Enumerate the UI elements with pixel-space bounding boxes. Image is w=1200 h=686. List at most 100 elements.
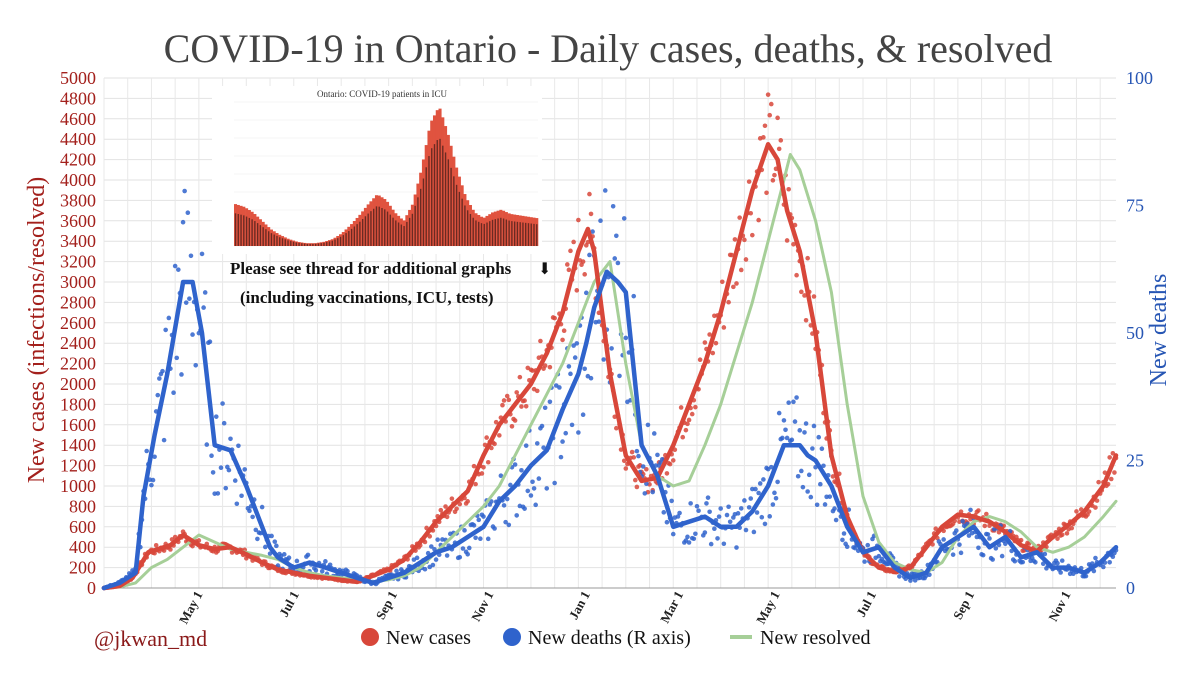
inset-bar-inner xyxy=(511,221,513,246)
scatter-point xyxy=(157,376,162,381)
inset-bar-inner xyxy=(519,222,521,246)
scatter-point xyxy=(568,371,573,377)
scatter-point xyxy=(633,477,638,483)
scatter-point xyxy=(912,578,918,583)
scatter-point xyxy=(726,299,731,305)
inset-bar-inner xyxy=(287,240,289,246)
scatter-point xyxy=(786,186,791,192)
scatter-point xyxy=(294,558,300,564)
inset-bar-inner xyxy=(386,211,389,246)
scatter-point xyxy=(757,481,763,486)
scatter-point xyxy=(327,562,333,568)
x-tick-label: Mar 1 xyxy=(657,588,686,625)
left-tick-label: 4000 xyxy=(60,170,96,190)
scatter-point xyxy=(802,293,807,298)
scatter-point xyxy=(215,491,221,496)
scatter-point xyxy=(202,290,208,295)
left-tick-label: 3400 xyxy=(60,231,96,251)
scatter-point xyxy=(734,281,739,286)
scatter-point xyxy=(561,328,567,334)
scatter-point xyxy=(566,267,572,273)
scatter-point xyxy=(686,540,692,545)
scatter-point xyxy=(588,375,594,381)
scatter-point xyxy=(557,385,562,390)
x-tick-label: Nov 1 xyxy=(468,588,496,623)
scatter-point xyxy=(704,501,709,506)
scatter-point xyxy=(691,536,697,542)
scatter-point xyxy=(250,514,255,520)
inset-bar-inner xyxy=(489,221,491,246)
inset-bar-inner xyxy=(270,233,273,246)
scatter-point xyxy=(743,257,749,262)
inset-bar-inner xyxy=(403,226,405,246)
scatter-point xyxy=(427,534,433,539)
series-line-resolved xyxy=(102,153,1118,590)
scatter-point xyxy=(634,448,640,454)
inset-bar-inner xyxy=(306,243,309,246)
x-tick-label: Sep 1 xyxy=(950,588,977,622)
scatter-point xyxy=(693,404,698,410)
scatter-point xyxy=(435,537,440,542)
scatter-point xyxy=(830,474,836,479)
scatter-point xyxy=(680,434,686,440)
inset-bar-inner xyxy=(389,214,391,246)
scatter-point xyxy=(614,233,619,239)
scatter-point xyxy=(789,437,795,443)
scatter-point xyxy=(783,427,788,433)
scatter-point xyxy=(498,473,504,479)
scatter-point xyxy=(522,398,527,403)
scatter-point xyxy=(957,542,962,547)
scatter-point xyxy=(471,523,477,528)
x-tick-label: Sep 1 xyxy=(373,588,400,622)
scatter-point xyxy=(748,496,754,501)
scatter-point xyxy=(259,504,265,510)
scatter-point xyxy=(776,146,782,152)
scatter-point xyxy=(791,241,796,247)
scatter-point xyxy=(547,399,553,405)
scatter-point xyxy=(865,542,871,548)
scatter-point xyxy=(533,502,538,508)
scatter-point xyxy=(514,390,520,395)
scatter-point xyxy=(862,559,867,564)
scatter-point xyxy=(1096,479,1101,485)
scatter-point xyxy=(228,436,233,442)
inset-bar-inner xyxy=(370,211,372,246)
scatter-point xyxy=(727,519,733,525)
scatter-point xyxy=(489,499,494,504)
scatter-point xyxy=(539,423,545,429)
right-axis-label: New deaths xyxy=(1146,274,1172,387)
scatter-point xyxy=(492,526,497,531)
scatter-point xyxy=(761,477,766,482)
inset-bar-inner xyxy=(414,205,416,246)
scatter-point xyxy=(1003,541,1008,547)
series-line-deaths xyxy=(101,269,1119,591)
inset-bar-inner xyxy=(436,140,438,246)
scatter-point xyxy=(313,568,319,573)
scatter-point xyxy=(1055,560,1060,566)
scatter-point xyxy=(715,536,720,541)
inset-bar-inner xyxy=(265,229,267,246)
scatter-point xyxy=(580,259,586,264)
scatter-point xyxy=(614,425,619,431)
inset-caption-arrow: ⬇ xyxy=(538,261,551,278)
inset-bar-inner xyxy=(513,221,516,246)
scatter-point xyxy=(761,135,766,140)
scatter-point xyxy=(770,502,776,507)
inset-bar-inner xyxy=(480,223,483,246)
scatter-point xyxy=(800,484,806,490)
scatter-point xyxy=(762,521,768,527)
scatter-point xyxy=(805,489,810,494)
scatter-point xyxy=(493,419,499,425)
scatter-point xyxy=(144,448,149,454)
scatter-point xyxy=(1110,554,1116,559)
scatter-point xyxy=(617,373,622,379)
right-tick-label: 50 xyxy=(1126,323,1144,343)
legend-swatch-resolved xyxy=(730,635,752,639)
chart-title: COVID-19 in Ontario - Daily cases, death… xyxy=(164,26,1053,71)
inset-bar-inner xyxy=(455,184,458,246)
scatter-point xyxy=(196,538,202,543)
inset-bar-inner xyxy=(486,222,488,246)
scatter-point xyxy=(1058,570,1063,575)
inset-bar-inner xyxy=(314,243,317,246)
scatter-point xyxy=(1108,476,1114,482)
